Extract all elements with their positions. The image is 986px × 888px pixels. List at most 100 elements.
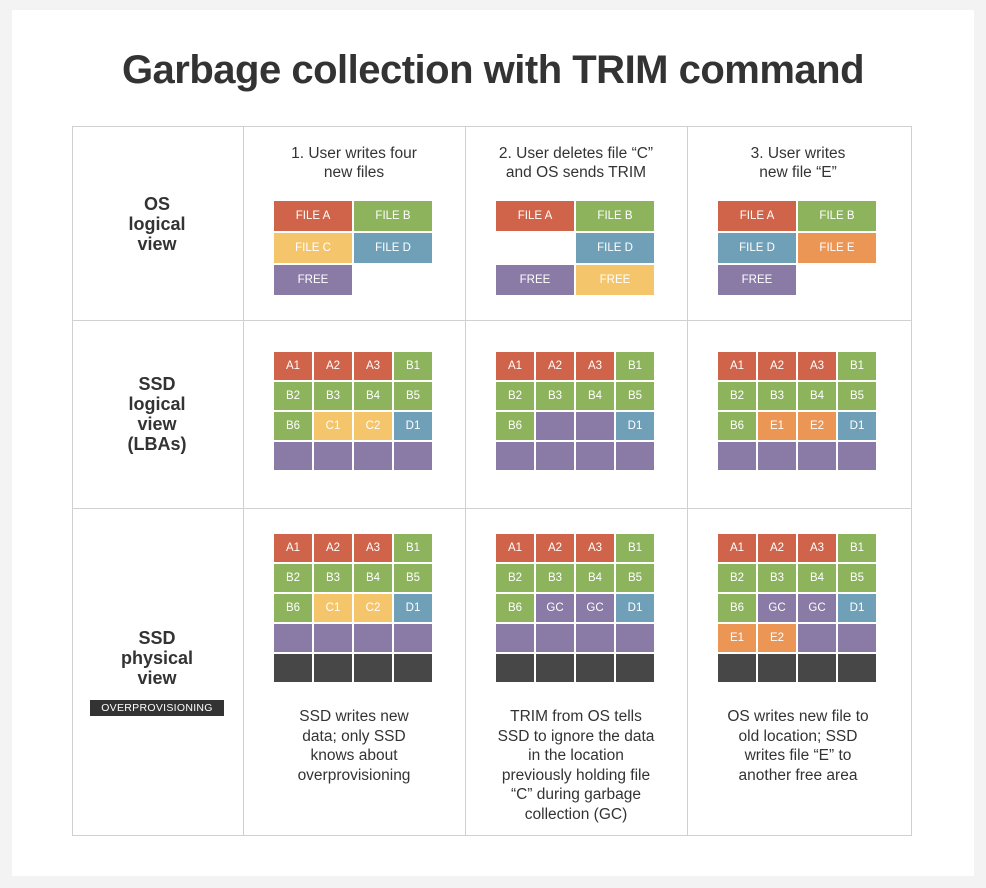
physical-cell: A2 bbox=[758, 534, 796, 562]
physical-cell: B2 bbox=[496, 564, 534, 592]
lba-cell: C1 bbox=[314, 412, 352, 440]
file-block: FREE bbox=[274, 265, 352, 295]
caption-line: SSD writes new bbox=[299, 708, 409, 725]
physical-cell bbox=[758, 654, 796, 682]
caption-line: OS writes new file to bbox=[727, 708, 869, 725]
caption-line: TRIM from OS tells bbox=[510, 708, 642, 725]
physical-cell: A3 bbox=[576, 534, 614, 562]
lba-cell bbox=[394, 442, 432, 470]
lba-cell: B4 bbox=[576, 382, 614, 410]
physical-cell: B1 bbox=[616, 534, 654, 562]
file-block: FILE A bbox=[274, 201, 352, 231]
caption-line: old location; SSD bbox=[738, 727, 858, 745]
lba-cell: B1 bbox=[394, 352, 432, 380]
lba-cell bbox=[314, 442, 352, 470]
lba-cell: A2 bbox=[536, 352, 574, 380]
physical-cell bbox=[718, 654, 756, 682]
lba-cell bbox=[758, 442, 796, 470]
physical-cell: D1 bbox=[394, 594, 432, 622]
column-header-line: new file “E” bbox=[759, 164, 837, 181]
lba-cell: A1 bbox=[274, 352, 312, 380]
file-block: FREE bbox=[496, 265, 574, 295]
caption-line: SSD to ignore the data bbox=[497, 727, 655, 745]
lba-cell: A2 bbox=[758, 352, 796, 380]
lba-cell: B2 bbox=[274, 382, 312, 410]
physical-cell: B4 bbox=[576, 564, 614, 592]
column-header-line: and OS sends TRIM bbox=[505, 164, 647, 181]
lba-cell bbox=[536, 442, 574, 470]
row-label-line: SSD bbox=[138, 628, 176, 648]
lba-cell bbox=[536, 412, 574, 440]
file-block: FILE B bbox=[798, 201, 876, 231]
physical-cell: B4 bbox=[798, 564, 836, 592]
physical-cell: A2 bbox=[536, 534, 574, 562]
grid-divider bbox=[465, 127, 466, 835]
lba-cell: B5 bbox=[616, 382, 654, 410]
grid-divider bbox=[73, 320, 911, 321]
grid-divider bbox=[687, 127, 688, 835]
physical-cell bbox=[616, 654, 654, 682]
physical-cell: B6 bbox=[718, 594, 756, 622]
lba-cell: B3 bbox=[314, 382, 352, 410]
lba-cell: B4 bbox=[798, 382, 836, 410]
lba-cell: B2 bbox=[496, 382, 534, 410]
physical-cell: D1 bbox=[616, 594, 654, 622]
physical-cell: GC bbox=[536, 594, 574, 622]
caption-step-3: OS writes new file to old location; SSD … bbox=[698, 707, 898, 785]
lba-cell: B5 bbox=[838, 382, 876, 410]
physical-cell bbox=[394, 654, 432, 682]
physical-cell bbox=[314, 654, 352, 682]
physical-cell: GC bbox=[758, 594, 796, 622]
caption-step-1: SSD writes new data; only SSD knows abou… bbox=[254, 707, 454, 785]
caption-line: in the location bbox=[528, 747, 624, 764]
diagram-title: Garbage collection with TRIM command bbox=[121, 48, 865, 92]
lba-cell bbox=[576, 412, 614, 440]
file-block: FREE bbox=[576, 265, 654, 295]
physical-cell bbox=[274, 654, 312, 682]
lba-cell bbox=[496, 442, 534, 470]
lba-cell: E1 bbox=[758, 412, 796, 440]
lba-cell: B6 bbox=[718, 412, 756, 440]
caption-line: writes file “E” to bbox=[744, 747, 852, 764]
row-label-line: logical bbox=[128, 214, 186, 234]
overprovisioning-badge: OVERPROVISIONING bbox=[90, 700, 224, 716]
physical-cell: B3 bbox=[536, 564, 574, 592]
physical-cell: A1 bbox=[274, 534, 312, 562]
physical-cell: C1 bbox=[314, 594, 352, 622]
row-label-line: SSD bbox=[138, 374, 176, 394]
lba-cell: E2 bbox=[798, 412, 836, 440]
physical-cell: A2 bbox=[314, 534, 352, 562]
file-block: FILE E bbox=[798, 233, 876, 263]
physical-cell bbox=[536, 624, 574, 652]
row-label-line: view bbox=[137, 668, 177, 688]
file-block: FILE B bbox=[354, 201, 432, 231]
physical-cell bbox=[838, 654, 876, 682]
lba-cell: B6 bbox=[496, 412, 534, 440]
physical-cell bbox=[798, 654, 836, 682]
lba-cell: A3 bbox=[798, 352, 836, 380]
row-label-line: physical bbox=[120, 648, 194, 668]
physical-cell bbox=[314, 624, 352, 652]
physical-cell: B6 bbox=[496, 594, 534, 622]
file-block: FILE D bbox=[354, 233, 432, 263]
caption-step-2: TRIM from OS tells SSD to ignore the dat… bbox=[476, 707, 676, 824]
physical-cell: A3 bbox=[354, 534, 392, 562]
physical-cell: B5 bbox=[616, 564, 654, 592]
lba-cell: C2 bbox=[354, 412, 392, 440]
physical-cell: B1 bbox=[394, 534, 432, 562]
lba-cell bbox=[616, 442, 654, 470]
lba-cell: D1 bbox=[394, 412, 432, 440]
caption-line: previously holding file bbox=[501, 766, 651, 784]
physical-cell: C2 bbox=[354, 594, 392, 622]
physical-cell: B5 bbox=[394, 564, 432, 592]
caption-line: overprovisioning bbox=[297, 766, 411, 784]
physical-cell: B1 bbox=[838, 534, 876, 562]
physical-cell bbox=[354, 654, 392, 682]
physical-cell bbox=[838, 624, 876, 652]
lba-cell bbox=[354, 442, 392, 470]
physical-cell bbox=[394, 624, 432, 652]
physical-cell bbox=[616, 624, 654, 652]
physical-cell bbox=[798, 624, 836, 652]
lba-cell: B4 bbox=[354, 382, 392, 410]
physical-cell bbox=[536, 654, 574, 682]
